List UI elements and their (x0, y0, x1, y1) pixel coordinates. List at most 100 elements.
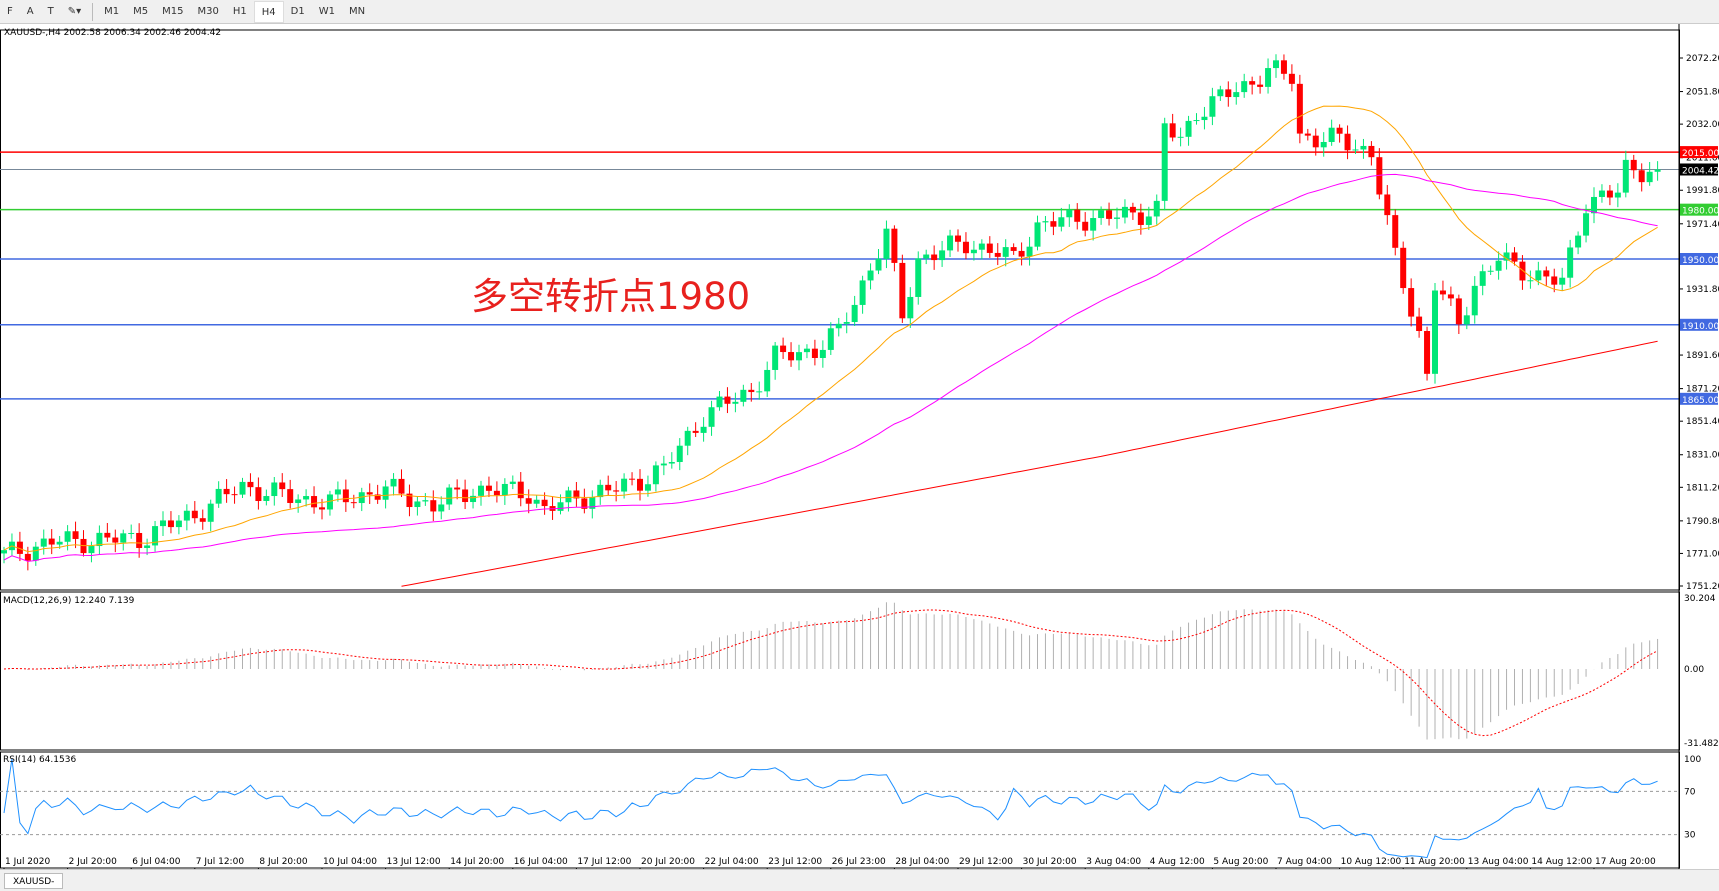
candle (303, 489, 310, 507)
candle (207, 499, 214, 532)
candle-body (565, 490, 572, 503)
candle (1575, 231, 1582, 255)
candle-body (1082, 221, 1089, 231)
candle-body (660, 463, 667, 466)
candle (1265, 58, 1272, 94)
candle-body (1439, 290, 1446, 295)
candle (764, 361, 771, 397)
candle (1567, 239, 1574, 288)
candle-body (1273, 60, 1279, 69)
candle-body (1265, 68, 1272, 87)
candle (120, 529, 127, 551)
tool-A-button[interactable]: A (26, 5, 34, 17)
price-tick-label: 1831.00 (1686, 451, 1719, 461)
candle (700, 417, 707, 442)
price-chart[interactable]: 2072.20 2051.80 2032.00 2011.60 1991.80 1971.… (0, 24, 1719, 869)
candle (1121, 199, 1128, 224)
time-tick-label: 8 Jul 20:00 (259, 857, 308, 867)
candle (907, 287, 914, 328)
time-tick-label: 10 Aug 12:00 (1341, 857, 1402, 867)
timeframe-H4-button[interactable]: H4 (253, 0, 284, 23)
candle-body (1328, 127, 1335, 142)
candle-body (978, 243, 985, 250)
timeframe-H1-button[interactable]: H1 (232, 5, 247, 17)
candle (1010, 243, 1017, 255)
candle-body (668, 461, 675, 464)
candle (589, 490, 596, 519)
candle (1098, 206, 1105, 225)
ma-fast-line (3, 105, 1658, 553)
candle (724, 387, 731, 414)
timeframe-M5-button[interactable]: M5 (133, 5, 149, 17)
candle-body (326, 494, 333, 510)
candle (549, 496, 556, 520)
time-tick-label: 17 Jul 12:00 (577, 857, 631, 867)
candle (247, 473, 254, 497)
candle-body (112, 537, 119, 543)
chart-tab-symbol[interactable]: XAUUSD- (4, 873, 64, 889)
price-tick-label: 2072.20 (1686, 54, 1719, 64)
candle-body (1503, 252, 1510, 261)
timeframe-M1-button[interactable]: M1 (104, 5, 120, 17)
candle-body (183, 510, 190, 521)
ma-long-line (401, 340, 1658, 587)
draw-tool-icon[interactable]: ✎▾ (67, 5, 82, 17)
rsi-tick-label: 30 (1684, 831, 1696, 841)
time-tick-label: 30 Jul 20:00 (1023, 857, 1077, 867)
timeframe-MN-button[interactable]: MN (348, 5, 366, 17)
candle (1209, 87, 1216, 126)
candle-body (40, 538, 47, 547)
candle-body (1320, 141, 1327, 148)
candle-body (160, 520, 166, 527)
candle-body (637, 478, 643, 491)
candle-body (1249, 81, 1256, 85)
candle (803, 344, 810, 359)
candle-body (700, 426, 707, 433)
tool-F-button[interactable]: F (7, 5, 13, 17)
candle (72, 521, 79, 549)
candle-body (1241, 81, 1248, 93)
candle (1400, 241, 1407, 294)
candle (962, 232, 969, 260)
candle-body (1312, 135, 1319, 148)
candle (1201, 106, 1208, 130)
candle-body (120, 533, 127, 543)
timeframe-D1-button[interactable]: D1 (290, 5, 305, 17)
candle (1463, 306, 1470, 330)
candle-body (692, 430, 699, 433)
candle-body (589, 497, 596, 509)
time-tick-label: 14 Jul 20:00 (450, 857, 504, 867)
candle (1066, 204, 1073, 227)
candle-body (1336, 127, 1343, 134)
timeframe-W1-button[interactable]: W1 (318, 5, 335, 17)
candle-body (48, 538, 55, 545)
candle (136, 523, 143, 558)
candle-body (716, 396, 723, 408)
time-tick-label: 14 Aug 12:00 (1531, 857, 1592, 867)
time-tick-label: 22 Jul 04:00 (705, 857, 759, 867)
candle-body (509, 481, 516, 484)
timeframe-M30-button[interactable]: M30 (197, 5, 219, 17)
timeframe-M15-button[interactable]: M15 (162, 5, 184, 17)
candle-body (32, 546, 39, 561)
candle (1376, 148, 1383, 200)
rsi-tick-label: 70 (1684, 787, 1696, 797)
candle-body (573, 490, 580, 499)
candle-body (1066, 209, 1073, 218)
level-price-tag-label: 1980.00 (1682, 207, 1719, 217)
candle-body (1606, 190, 1613, 198)
price-tick-label: 2032.00 (1686, 120, 1719, 130)
candle-body (1630, 159, 1637, 171)
candle-body (581, 498, 588, 509)
candle (239, 477, 246, 498)
candle-body (629, 478, 636, 480)
candle-body (1050, 221, 1057, 227)
level-price-tag-label: 2004.42 (1682, 166, 1719, 176)
candle-body (796, 352, 802, 361)
candle-body (1583, 213, 1590, 236)
candle (835, 317, 842, 337)
candle (1082, 212, 1089, 237)
candle (732, 392, 739, 413)
tool-T-button[interactable]: T (47, 5, 54, 17)
price-tick-label: 1811.20 (1686, 483, 1719, 493)
